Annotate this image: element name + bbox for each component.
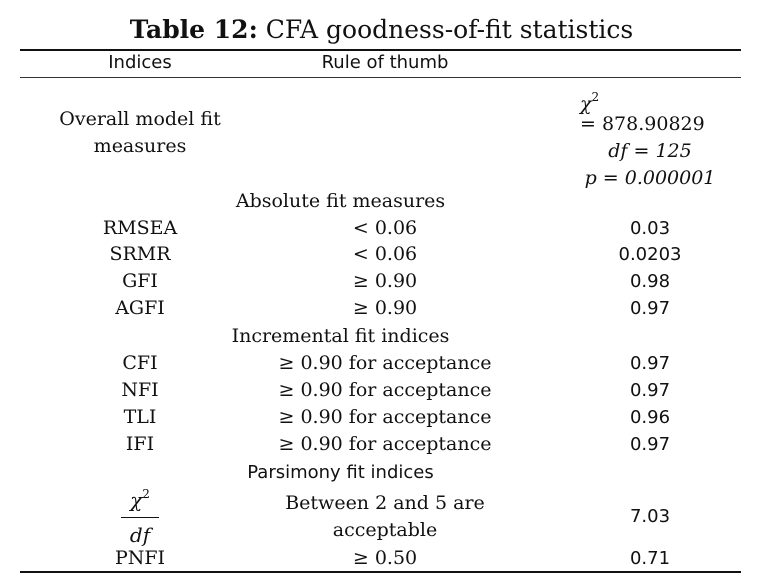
chi-sup: 2: [591, 90, 600, 104]
fraction-chi-sup: 2: [142, 487, 150, 501]
overall-chi-value: = 878.90829: [580, 113, 705, 135]
header-indices: Indices: [108, 52, 172, 73]
fraction-chi: χ: [130, 488, 143, 512]
section-parsimony: Parsimony fit indices: [20, 460, 741, 486]
row-ifi-value: 0.97: [629, 434, 671, 455]
section-incremental-label: Incremental fit indices: [231, 325, 450, 347]
caption-text: CFA goodness-of-fit statistics: [265, 15, 634, 44]
chi-df-value: 7.03: [629, 506, 671, 527]
row-tli-index: TLI: [123, 406, 157, 428]
row-cfi-value: 0.97: [629, 353, 671, 374]
section-parsimony-label: Parsimony fit indices: [247, 462, 434, 483]
header-rule-of-thumb: Rule of thumb: [321, 52, 449, 73]
overall-df: df = 125: [608, 140, 692, 162]
fraction-numerator: χ2: [20, 481, 260, 513]
row-gfi-index: GFI: [122, 270, 158, 292]
header-rule: [20, 77, 741, 78]
row-srmr-index: SRMR: [109, 243, 171, 265]
row-gfi-value: 0.98: [629, 271, 671, 292]
row-nfi-index: NFI: [121, 379, 159, 401]
chi-df-rule-line1: Between 2 and 5 are: [285, 492, 485, 514]
row-agfi-rule: ≥ 0.90: [352, 297, 418, 319]
fraction-bar: [121, 517, 159, 518]
chi-df-fraction: χ2 df: [20, 481, 260, 549]
row-srmr-rule: < 0.06: [352, 243, 418, 265]
row-agfi-value: 0.97: [629, 298, 671, 319]
row-tli-value: 0.96: [629, 407, 671, 428]
row-nfi-value: 0.97: [629, 380, 671, 401]
top-rule: [20, 49, 741, 51]
fraction-denominator: df: [129, 523, 151, 547]
row-rmsea-value: 0.03: [629, 218, 671, 239]
section-absolute-label: Absolute fit measures: [235, 190, 446, 212]
overall-label-line2: measures: [93, 135, 187, 157]
bottom-rule: [20, 571, 741, 573]
row-cfi-index: CFI: [122, 352, 158, 374]
row-nfi-rule: ≥ 0.90 for acceptance: [278, 379, 492, 401]
chi-df-rule-line2: acceptable: [332, 519, 438, 541]
row-ifi-rule: ≥ 0.90 for acceptance: [278, 433, 492, 455]
table-caption: Table 12: CFA goodness-of-fit statistics: [0, 13, 763, 47]
row-gfi-rule: ≥ 0.90: [352, 270, 418, 292]
row-pnfi-rule: ≥ 0.50: [352, 547, 418, 569]
row-tli-rule: ≥ 0.90 for acceptance: [278, 406, 492, 428]
row-ifi-index: IFI: [125, 433, 155, 455]
row-pnfi-value: 0.71: [629, 548, 671, 569]
row-pnfi-index: PNFI: [114, 547, 166, 569]
caption-label: Table 12:: [129, 15, 258, 44]
row-agfi-index: AGFI: [115, 297, 165, 319]
overall-chi-block: χ2 = 878.90829 df = 125 p = 0.000001: [540, 84, 760, 192]
overall-p: p = 0.000001: [584, 167, 716, 189]
row-cfi-rule: ≥ 0.90 for acceptance: [278, 352, 492, 374]
overall-chi-symbol-line: χ2: [540, 84, 760, 115]
section-incremental: Incremental fit indices: [20, 323, 741, 349]
overall-label-line1: Overall model fit: [59, 108, 221, 130]
row-rmsea-index: RMSEA: [102, 217, 178, 239]
section-absolute: Absolute fit measures: [20, 188, 741, 214]
row-rmsea-rule: < 0.06: [352, 217, 418, 239]
chi-symbol: χ: [580, 93, 592, 115]
row-srmr-value: 0.0203: [618, 244, 682, 265]
